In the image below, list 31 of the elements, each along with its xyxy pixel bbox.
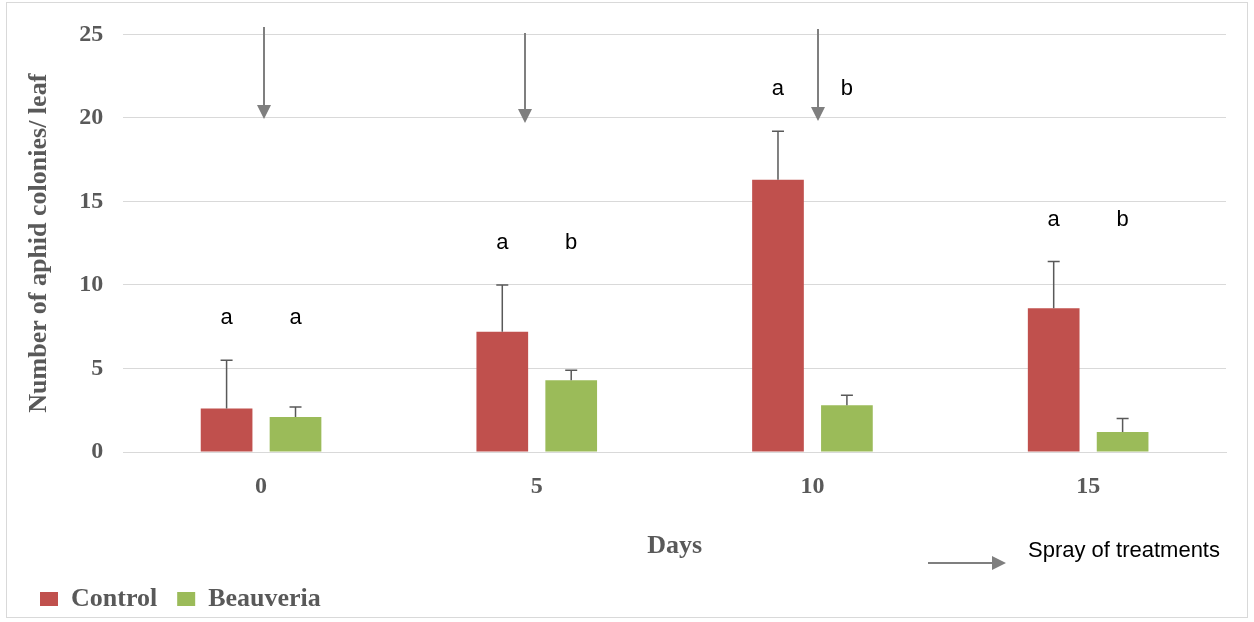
- bar: [545, 380, 598, 452]
- annotation: a: [289, 304, 303, 330]
- annotation: b: [840, 75, 854, 101]
- x-tick-label: 15: [1076, 471, 1101, 498]
- bar: [1027, 308, 1080, 452]
- legend-label: Control: [71, 582, 158, 612]
- y-tick-label: 15: [79, 186, 104, 213]
- annotation: a: [771, 75, 785, 101]
- y-tick-label: 10: [79, 270, 104, 297]
- y-axis-title: Number of aphid colonies/ leaf: [23, 73, 53, 413]
- x-tick-label: 10: [800, 471, 825, 498]
- bar: [269, 416, 322, 452]
- annotation: b: [1116, 205, 1129, 231]
- text: Spray of treatments: [1028, 536, 1221, 564]
- bar: [1096, 431, 1149, 452]
- x-axis-title: Days: [647, 530, 703, 560]
- bar: [752, 179, 804, 452]
- x-tick-label: 0: [255, 471, 268, 498]
- y-tick-label: 5: [91, 353, 104, 380]
- y-tick-label: 25: [79, 19, 104, 46]
- bar: [821, 405, 873, 452]
- x-tick-label: 5: [530, 471, 543, 498]
- annotation: a: [220, 304, 234, 330]
- annotation: a: [1047, 205, 1061, 231]
- y-tick-label: 20: [79, 103, 104, 130]
- annotation: a: [496, 229, 510, 255]
- bar: [476, 331, 529, 452]
- annotation: b: [565, 229, 578, 255]
- legend-label: Beauveria: [208, 582, 321, 612]
- y-tick-label: 0: [91, 437, 104, 464]
- bar: [200, 408, 253, 452]
